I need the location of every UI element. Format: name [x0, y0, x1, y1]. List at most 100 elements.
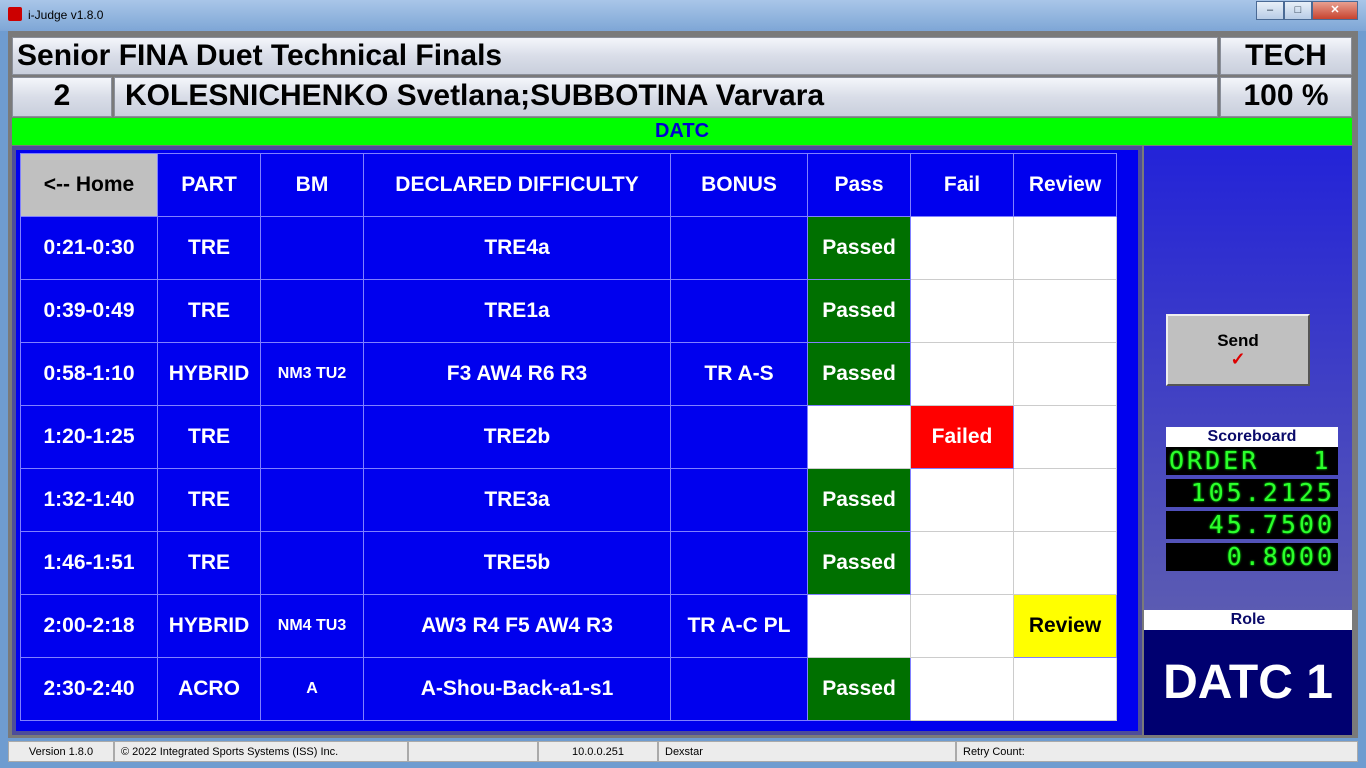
table-row: 2:30-2:40 ACRO A A-Shou-Back-a1-s1 Passed — [20, 657, 1117, 721]
row-bonus: TR A-C PL — [670, 594, 808, 658]
scoreboard-order: ORDER 1 — [1166, 447, 1338, 475]
title-bar: i-Judge v1.8.0 – □ ✕ — [0, 0, 1366, 31]
row-fail-cell[interactable]: Failed — [910, 405, 1014, 469]
row-declared-difficulty: AW3 R4 F5 AW4 R3 — [363, 594, 671, 658]
status-host: Dexstar — [658, 741, 956, 762]
table-row: 0:39-0:49 TRE TRE1a Passed — [20, 279, 1117, 343]
status-bar: Version 1.8.0 © 2022 Integrated Sports S… — [8, 741, 1358, 762]
row-declared-difficulty: F3 AW4 R6 R3 — [363, 342, 671, 406]
panel-label: DATC — [12, 118, 1352, 145]
role-value: DATC 1 — [1144, 630, 1352, 735]
row-time: 0:39-0:49 — [20, 279, 158, 343]
row-bm: NM3 TU2 — [260, 342, 364, 406]
table-row: 2:00-2:18 HYBRID NM4 TU3 AW3 R4 F5 AW4 R3 TR… — [20, 594, 1117, 658]
row-part: HYBRID — [157, 342, 261, 406]
row-time: 0:21-0:30 — [20, 216, 158, 280]
send-button[interactable]: Send ✓ — [1166, 314, 1310, 386]
send-label: Send — [1217, 331, 1259, 350]
row-review-cell[interactable] — [1013, 279, 1117, 343]
role-label: Role — [1144, 610, 1352, 630]
row-review-cell[interactable] — [1013, 405, 1117, 469]
status-blank — [408, 741, 538, 762]
row-fail-cell[interactable] — [910, 657, 1014, 721]
row-bonus: TR A-S — [670, 342, 808, 406]
maximize-button[interactable]: □ — [1284, 1, 1312, 20]
row-fail-cell[interactable] — [910, 531, 1014, 595]
row-bonus — [670, 279, 808, 343]
row-bonus — [670, 468, 808, 532]
difficulty-table: <-- Home PART BM DECLARED DIFFICULTY BON… — [20, 153, 1117, 721]
row-part: TRE — [157, 468, 261, 532]
row-time: 1:46-1:51 — [20, 531, 158, 595]
row-declared-difficulty: TRE1a — [363, 279, 671, 343]
row-bm: A — [260, 657, 364, 721]
status-ip: 10.0.0.251 — [538, 741, 658, 762]
row-pass-cell[interactable]: Passed — [807, 216, 911, 280]
table-row: 0:21-0:30 TRE TRE4a Passed — [20, 216, 1117, 280]
row-review-cell[interactable] — [1013, 216, 1117, 280]
row-bonus — [670, 405, 808, 469]
row-bm — [260, 531, 364, 595]
status-copyright: © 2022 Integrated Sports Systems (ISS) I… — [114, 741, 408, 762]
start-order: 2 — [12, 77, 112, 117]
row-fail-cell[interactable] — [910, 279, 1014, 343]
row-declared-difficulty: TRE2b — [363, 405, 671, 469]
minimize-button[interactable]: – — [1256, 1, 1284, 20]
table-row: 1:32-1:40 TRE TRE3a Passed — [20, 468, 1117, 532]
row-part: HYBRID — [157, 594, 261, 658]
row-part: TRE — [157, 216, 261, 280]
status-version: Version 1.8.0 — [8, 741, 114, 762]
row-part: TRE — [157, 405, 261, 469]
event-title: Senior FINA Duet Technical Finals — [12, 37, 1218, 75]
header-review: Review — [1013, 153, 1117, 217]
row-declared-difficulty: TRE5b — [363, 531, 671, 595]
row-declared-difficulty: TRE3a — [363, 468, 671, 532]
side-panel: Send ✓ Scoreboard ORDER 1 105.2125 45.75… — [1144, 146, 1352, 735]
row-bm: NM4 TU3 — [260, 594, 364, 658]
row-bm — [260, 216, 364, 280]
table-row: 1:20-1:25 TRE TRE2b Failed — [20, 405, 1117, 469]
row-time: 2:00-2:18 — [20, 594, 158, 658]
app-icon — [8, 7, 22, 21]
header-pass: Pass — [807, 153, 911, 217]
row-bm — [260, 279, 364, 343]
event-type: TECH — [1220, 37, 1352, 75]
row-bm — [260, 405, 364, 469]
scoreboard: Scoreboard ORDER 1 105.2125 45.7500 0.80… — [1166, 427, 1338, 571]
row-fail-cell[interactable] — [910, 468, 1014, 532]
scoreboard-title: Scoreboard — [1166, 427, 1338, 447]
header-fail: Fail — [910, 153, 1014, 217]
row-review-cell[interactable] — [1013, 531, 1117, 595]
athlete-names: KOLESNICHENKO Svetlana;SUBBOTINA Varvara — [114, 77, 1218, 117]
row-bonus — [670, 531, 808, 595]
scoreboard-penalty: 0.8000 — [1166, 543, 1338, 571]
row-part: ACRO — [157, 657, 261, 721]
row-pass-cell[interactable] — [807, 405, 911, 469]
row-time: 1:20-1:25 — [20, 405, 158, 469]
row-declared-difficulty: A-Shou-Back-a1-s1 — [363, 657, 671, 721]
row-pass-cell[interactable]: Passed — [807, 468, 911, 532]
row-review-cell[interactable] — [1013, 342, 1117, 406]
window-title: i-Judge v1.8.0 — [28, 8, 104, 22]
row-bonus — [670, 216, 808, 280]
table-header: <-- Home PART BM DECLARED DIFFICULTY BON… — [20, 153, 1117, 217]
row-declared-difficulty: TRE4a — [363, 216, 671, 280]
row-pass-cell[interactable] — [807, 594, 911, 658]
row-review-cell[interactable] — [1013, 468, 1117, 532]
row-fail-cell[interactable] — [910, 594, 1014, 658]
row-pass-cell[interactable]: Passed — [807, 342, 911, 406]
row-pass-cell[interactable]: Passed — [807, 657, 911, 721]
home-button[interactable]: <-- Home — [20, 153, 158, 217]
row-fail-cell[interactable] — [910, 216, 1014, 280]
close-button[interactable]: ✕ — [1312, 1, 1358, 20]
row-bm — [260, 468, 364, 532]
status-retry: Retry Count: — [956, 741, 1358, 762]
row-review-cell[interactable] — [1013, 657, 1117, 721]
row-part: TRE — [157, 531, 261, 595]
checkmark-icon: ✓ — [1230, 349, 1246, 369]
row-pass-cell[interactable]: Passed — [807, 531, 911, 595]
row-fail-cell[interactable] — [910, 342, 1014, 406]
row-pass-cell[interactable]: Passed — [807, 279, 911, 343]
row-bonus — [670, 657, 808, 721]
row-review-cell[interactable]: Review — [1013, 594, 1117, 658]
